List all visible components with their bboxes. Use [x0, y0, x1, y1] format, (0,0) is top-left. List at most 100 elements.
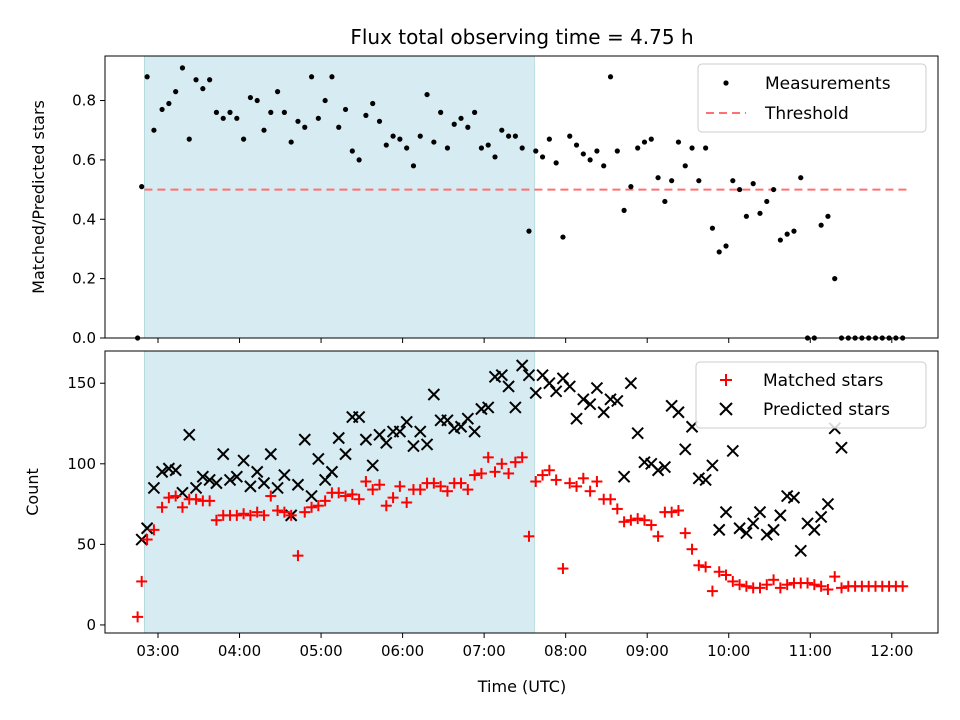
- predicted-star-point: [753, 505, 767, 519]
- matched-star-point: [897, 580, 909, 592]
- y-tick-label: 50: [77, 535, 96, 553]
- measurement-point: [770, 186, 777, 193]
- matched-star-point: [686, 543, 698, 555]
- y-tick-label: 0.0: [72, 329, 96, 347]
- measurement-point: [247, 94, 254, 101]
- predicted-star-point: [250, 465, 264, 479]
- y-tick-label: 0.2: [72, 270, 96, 288]
- predicted-star-point: [332, 431, 345, 445]
- predicted-star-point: [325, 465, 339, 479]
- predicted-star-point: [563, 380, 576, 393]
- predicted-star-point: [257, 476, 271, 490]
- measurement-point: [376, 118, 383, 124]
- matched-star-point: [693, 559, 705, 571]
- predicted-star-point: [583, 397, 597, 411]
- measurement-point: [533, 148, 539, 154]
- y-tick-label: 0: [86, 616, 96, 634]
- matched-star-point: [571, 480, 583, 492]
- matched-star-point: [822, 583, 834, 595]
- matched-star-point: [537, 469, 549, 481]
- matched-star-point: [557, 563, 569, 575]
- matched-star-point: [292, 550, 304, 562]
- measurement-point: [144, 74, 150, 80]
- x-tick-label: 09:00: [626, 642, 669, 660]
- matched-star-point: [550, 474, 562, 486]
- measurement-point: [268, 109, 274, 115]
- predicted-star-point: [264, 447, 277, 461]
- matched-star-point: [516, 451, 528, 463]
- predicted-star-point: [203, 473, 216, 487]
- matched-star-point: [754, 582, 766, 594]
- legend-matched-marker: [720, 374, 732, 386]
- x-tick-label: 06:00: [381, 642, 424, 660]
- predicted-star-point: [366, 459, 379, 472]
- top-x-ticks: [157, 338, 893, 343]
- measurement-point: [336, 124, 342, 130]
- measurement-point: [207, 77, 213, 83]
- matched-star-point: [638, 514, 650, 526]
- measurement-point: [553, 160, 559, 166]
- predicted-star-point: [611, 394, 624, 408]
- matched-star-point: [156, 501, 168, 513]
- matched-star-point: [435, 480, 447, 492]
- measurement-point: [696, 178, 702, 184]
- predicted-star-point: [495, 368, 509, 382]
- matched-star-point: [645, 519, 657, 531]
- measurement-point: [641, 139, 648, 145]
- top-observing-span-shade: [144, 55, 535, 339]
- predicted-star-point: [414, 425, 427, 438]
- matched-star-point: [204, 495, 216, 507]
- measurement-point: [356, 157, 362, 163]
- bottom-y-ticks: 0 50 100 150: [67, 374, 105, 634]
- measurement-point: [621, 207, 627, 213]
- predicted-star-point: [740, 526, 753, 540]
- measurement-point: [342, 106, 349, 113]
- matched-star-point: [231, 509, 243, 521]
- matched-star-point: [244, 509, 256, 521]
- measurement-point: [628, 184, 634, 190]
- predicted-star-point: [658, 460, 672, 474]
- y-tick-label: 0.8: [72, 92, 96, 110]
- matched-star-point: [720, 569, 732, 581]
- measurement-point: [560, 234, 566, 240]
- predicted-star-point: [189, 481, 203, 495]
- matched-star-point: [401, 496, 413, 508]
- bottom-y-axis-label: Count: [23, 468, 42, 516]
- measurement-point: [539, 154, 546, 160]
- matched-star-point: [333, 487, 345, 499]
- predicted-star-point: [461, 412, 475, 425]
- measurement-point: [777, 237, 783, 243]
- matched-star-point: [564, 477, 576, 489]
- predicted-star-point: [774, 509, 787, 522]
- measurement-point: [764, 198, 770, 205]
- predicted-star-point: [713, 523, 726, 537]
- predicted-star-point: [271, 481, 284, 495]
- predicted-star-point: [305, 489, 318, 503]
- predicted-star-point: [223, 473, 237, 487]
- measurement-point: [601, 163, 607, 169]
- measurement-point: [241, 136, 247, 142]
- measurement-point: [689, 145, 695, 151]
- predicted-star-point: [522, 368, 536, 382]
- matched-star-point: [482, 451, 494, 463]
- matched-star-point: [523, 530, 535, 542]
- legend-predicted-label: Predicted stars: [763, 400, 890, 420]
- predicted-star-point: [312, 452, 325, 466]
- matched-star-point: [706, 585, 718, 597]
- matched-star-point: [394, 480, 406, 492]
- measurement-point: [580, 151, 586, 157]
- measurement-point: [370, 100, 376, 107]
- matched-star-point: [258, 509, 270, 521]
- legend-matched-label: Matched stars: [763, 371, 883, 391]
- predicted-star-points: [135, 359, 848, 558]
- measurement-point: [798, 175, 804, 181]
- measurement-point: [410, 163, 417, 169]
- matched-star-point: [734, 579, 746, 591]
- predicted-star-point: [631, 426, 644, 440]
- predicted-star-point: [237, 454, 250, 467]
- measurement-point: [472, 109, 478, 115]
- measurement-point: [397, 136, 403, 142]
- top-legend-box: [697, 63, 927, 133]
- matched-star-point: [802, 577, 814, 589]
- predicted-star-point: [835, 441, 848, 454]
